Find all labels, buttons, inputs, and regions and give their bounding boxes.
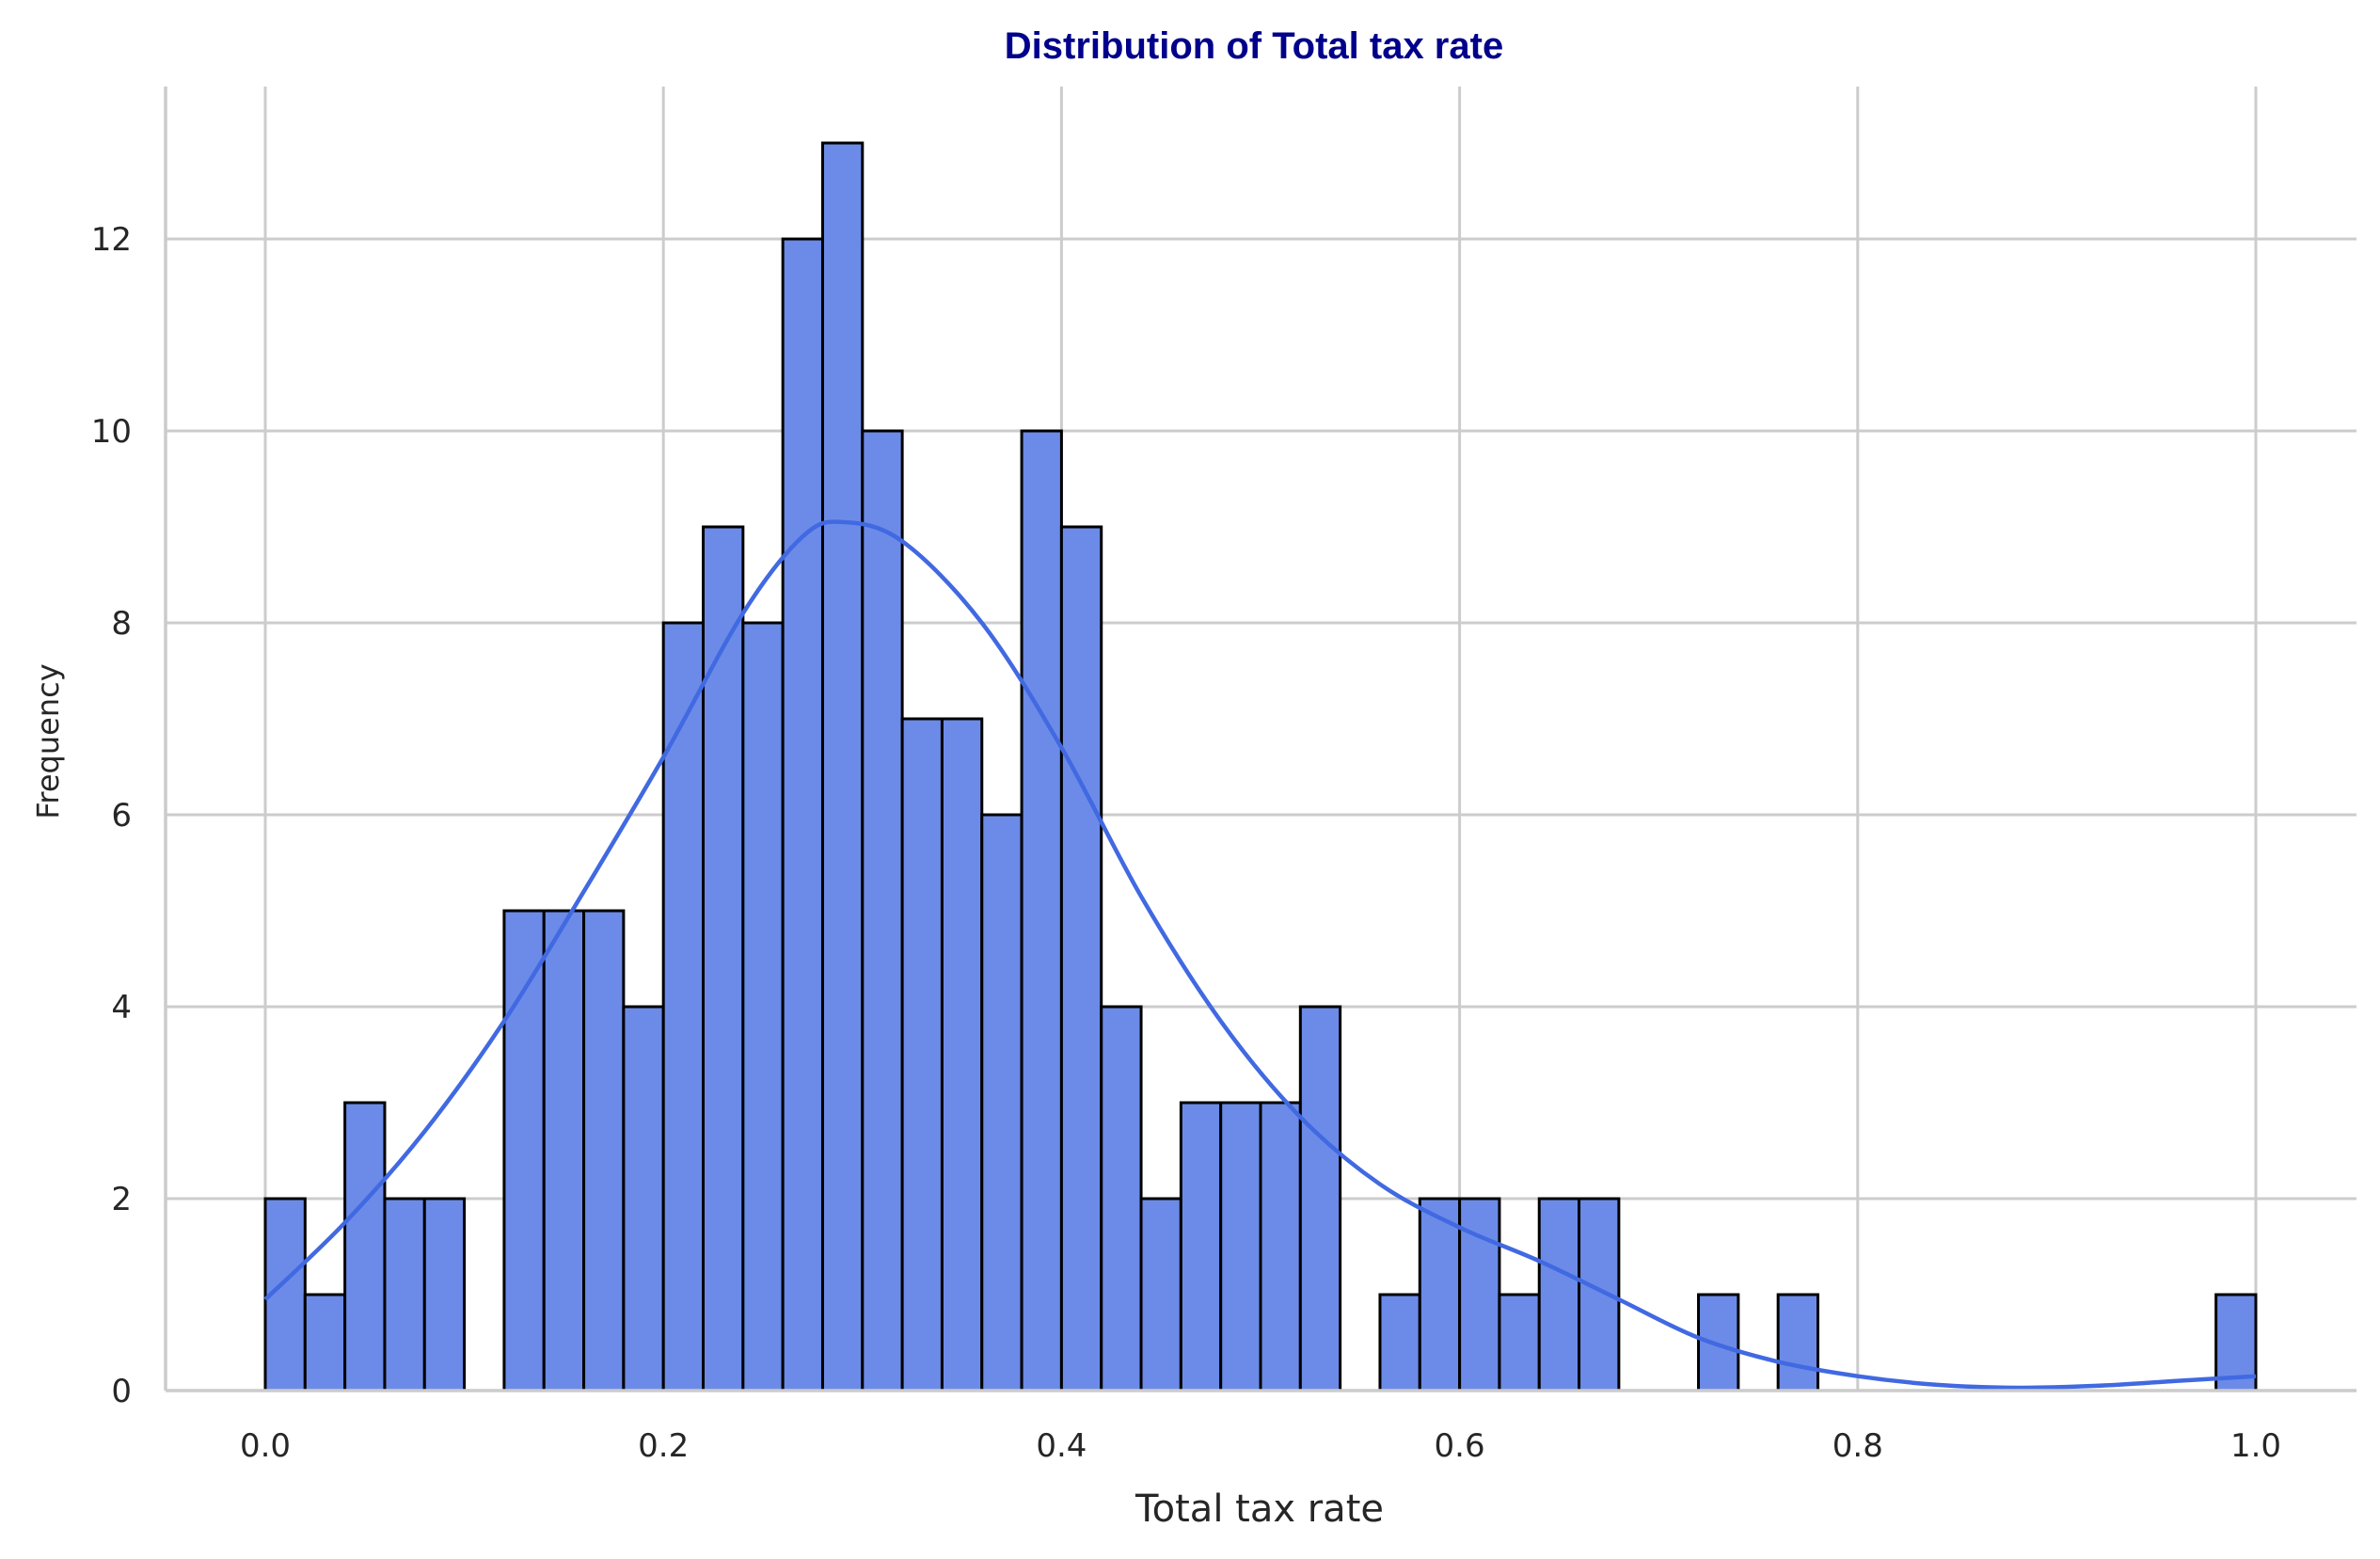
histogram-bar-12 xyxy=(741,621,785,1392)
histogram-bar-29 xyxy=(1418,1197,1462,1392)
histogram-bar-7 xyxy=(542,909,586,1392)
histogram-bar-8 xyxy=(582,909,626,1392)
kde-curve-line xyxy=(263,519,2257,1391)
histogram-bar-23 xyxy=(1179,1101,1223,1392)
y-tick-label-3: 6 xyxy=(111,797,132,835)
histogram-bar-10 xyxy=(661,621,706,1392)
histogram-bar-28 xyxy=(1378,1293,1421,1392)
histogram-bar-14 xyxy=(820,141,865,1392)
histogram-bar-1 xyxy=(303,1293,347,1392)
histogram-bar-21 xyxy=(1100,1005,1143,1392)
x-tick-label-5: 1.0 xyxy=(2230,1427,2281,1465)
histogram-bar-38 xyxy=(1776,1293,1819,1392)
histogram-bar-22 xyxy=(1139,1197,1182,1392)
chart-title: Distribution of Total tax rate xyxy=(1005,25,1503,67)
y-tick-label-1: 2 xyxy=(111,1181,132,1218)
histogram-bar-2 xyxy=(343,1101,387,1392)
histogram-bar-25 xyxy=(1259,1101,1302,1392)
y-tick-label-4: 8 xyxy=(111,605,132,643)
histogram-bar-30 xyxy=(1458,1197,1501,1392)
axes xyxy=(164,87,2356,1392)
histogram-bar-6 xyxy=(502,909,546,1392)
histogram-bar-15 xyxy=(861,429,904,1392)
y-tick-label-6: 12 xyxy=(91,221,132,259)
tick-labels: 0.0 0.2 0.4 0.6 0.8 1.0 0 2 4 6 8 10 12 xyxy=(91,221,2281,1465)
y-tick-label-5: 10 xyxy=(91,413,132,451)
histogram-bar-24 xyxy=(1219,1101,1262,1392)
histogram-bar-13 xyxy=(781,237,824,1392)
histogram-bar-26 xyxy=(1298,1005,1342,1392)
x-tick-label-2: 0.4 xyxy=(1036,1427,1087,1465)
x-tick-label-4: 0.8 xyxy=(1833,1427,1883,1465)
histogram-bar-18 xyxy=(980,813,1023,1392)
histogram-bar-3 xyxy=(383,1197,426,1392)
x-tick-label-0: 0.0 xyxy=(240,1427,291,1465)
histogram-bar-31 xyxy=(1498,1293,1541,1392)
histogram-bar-17 xyxy=(940,717,984,1392)
y-tick-label-0: 0 xyxy=(111,1373,132,1410)
x-tick-label-3: 0.6 xyxy=(1435,1427,1485,1465)
histogram-bar-11 xyxy=(702,525,745,1392)
x-tick-label-1: 0.2 xyxy=(638,1427,689,1465)
y-axis-label: Frequency xyxy=(30,663,66,819)
histogram-bar-4 xyxy=(422,1197,467,1392)
histogram-bar-16 xyxy=(900,717,944,1392)
histogram-bar-9 xyxy=(622,1005,665,1392)
kde-curve-group xyxy=(263,519,2257,1391)
histogram-bars xyxy=(263,141,2258,1392)
histogram-bar-32 xyxy=(1537,1197,1581,1392)
histogram-bar-19 xyxy=(1020,429,1063,1392)
x-axis-label: Total tax rate xyxy=(1134,1487,1384,1531)
y-tick-label-2: 4 xyxy=(111,989,132,1026)
histogram-bar-36 xyxy=(1697,1293,1740,1392)
histogram-bar-20 xyxy=(1059,525,1103,1392)
